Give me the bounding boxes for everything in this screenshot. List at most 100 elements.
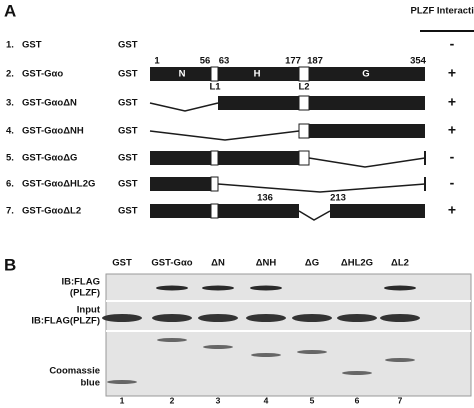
interaction-result: + [448, 202, 456, 218]
row-number: 4. [6, 126, 14, 137]
deletion-residue: 136 [257, 193, 273, 204]
lane-number: 7 [398, 395, 403, 405]
residue-number: 1 [154, 56, 160, 67]
protein-bar [150, 204, 299, 218]
loop-box [210, 176, 219, 192]
loop-box [298, 150, 310, 166]
domain-label: H [254, 69, 261, 80]
interaction-result: - [450, 175, 455, 191]
gst-tag: GST [118, 179, 138, 190]
row-number: 6. [6, 179, 14, 190]
gst-tag: GST [118, 40, 138, 51]
band [384, 285, 416, 291]
row-number: 5. [6, 153, 14, 164]
panel-label: B [4, 255, 16, 274]
band [203, 345, 233, 349]
deletion-line [149, 130, 300, 141]
band [385, 358, 415, 362]
band [157, 338, 187, 342]
interaction-header: PLZF Interaction [411, 6, 474, 17]
blot [105, 273, 472, 397]
band [380, 314, 420, 322]
gst-tag: GST [118, 126, 138, 137]
band [102, 314, 142, 322]
loop-box [210, 203, 219, 219]
loop-label: L1 [209, 82, 221, 93]
lane-number: 1 [120, 395, 125, 405]
protein-bar [150, 151, 309, 165]
band [156, 285, 188, 291]
domain-label: N [179, 69, 186, 80]
construct-name: GST-GαoΔN [22, 98, 77, 109]
interaction-result: + [448, 122, 456, 138]
row-number: 3. [6, 98, 14, 109]
row-number: 2. [6, 69, 14, 80]
residue-number: 63 [219, 56, 230, 67]
gst-tag: GST [118, 206, 138, 217]
band [152, 314, 192, 322]
band [297, 350, 327, 354]
lane-number: 4 [264, 395, 269, 405]
lane-number: 6 [355, 395, 360, 405]
band [292, 314, 332, 322]
blot-label: Input [77, 305, 101, 316]
lane-header: ΔHL2G [341, 258, 373, 269]
loop-label: L2 [298, 82, 309, 93]
deletion-line [298, 210, 331, 221]
lane-header: ΔN [211, 258, 225, 269]
lane-number: 5 [310, 395, 315, 405]
gst-tag: GST [118, 153, 138, 164]
loop-box [298, 95, 310, 111]
deletion-line [149, 102, 219, 112]
residue-number: 187 [307, 56, 323, 67]
panel-label: A [4, 1, 16, 20]
construct-name: GST-GαoΔHL2G [22, 179, 95, 190]
lane-header: GST [112, 258, 132, 269]
band [246, 314, 286, 322]
blot-label: (PLZF) [70, 288, 100, 299]
loop-box [210, 66, 219, 82]
blot-label: IB:FLAG(PLZF) [31, 316, 100, 327]
loop-box [210, 150, 219, 166]
blot-label: Coomassie [49, 366, 100, 377]
construct-name: GST-GαoΔNH [22, 126, 84, 137]
interaction-result: + [448, 65, 456, 81]
protein-bar [150, 177, 218, 191]
gst-tag: GST [118, 69, 138, 80]
row-number: 1. [6, 40, 14, 51]
band [251, 353, 281, 357]
domain-label: G [362, 69, 369, 80]
interaction-result: + [448, 94, 456, 110]
construct-name: GST [22, 40, 42, 51]
blot-label: IB:FLAG [61, 277, 100, 288]
loop-box [298, 66, 310, 82]
construct-name: GST-GαoΔG [22, 153, 77, 164]
construct-name: GST-Gαo [22, 69, 63, 80]
protein-bar [330, 204, 425, 218]
lane-header: ΔL2 [391, 258, 409, 269]
band [198, 314, 238, 322]
band [342, 371, 372, 375]
residue-number: 177 [285, 56, 301, 67]
lane-header: ΔNH [256, 258, 277, 269]
lane-number: 2 [170, 395, 175, 405]
protein-bar [150, 67, 425, 81]
lane-header: GST-Gαo [151, 258, 192, 269]
band [107, 380, 137, 384]
residue-number: 56 [200, 56, 211, 67]
interaction-result: - [450, 36, 455, 52]
construct-name: GST-GαoΔL2 [22, 206, 81, 217]
gst-tag: GST [118, 98, 138, 109]
band [250, 285, 282, 291]
protein-bar [299, 124, 425, 138]
blot-label: blue [80, 378, 100, 389]
band [202, 285, 234, 291]
residue-number: 354 [410, 56, 427, 67]
row-number: 7. [6, 206, 14, 217]
deletion-line [217, 183, 426, 193]
lane-header: ΔG [305, 258, 319, 269]
loop-box [298, 123, 310, 139]
band [337, 314, 377, 322]
interaction-result: - [450, 149, 455, 165]
